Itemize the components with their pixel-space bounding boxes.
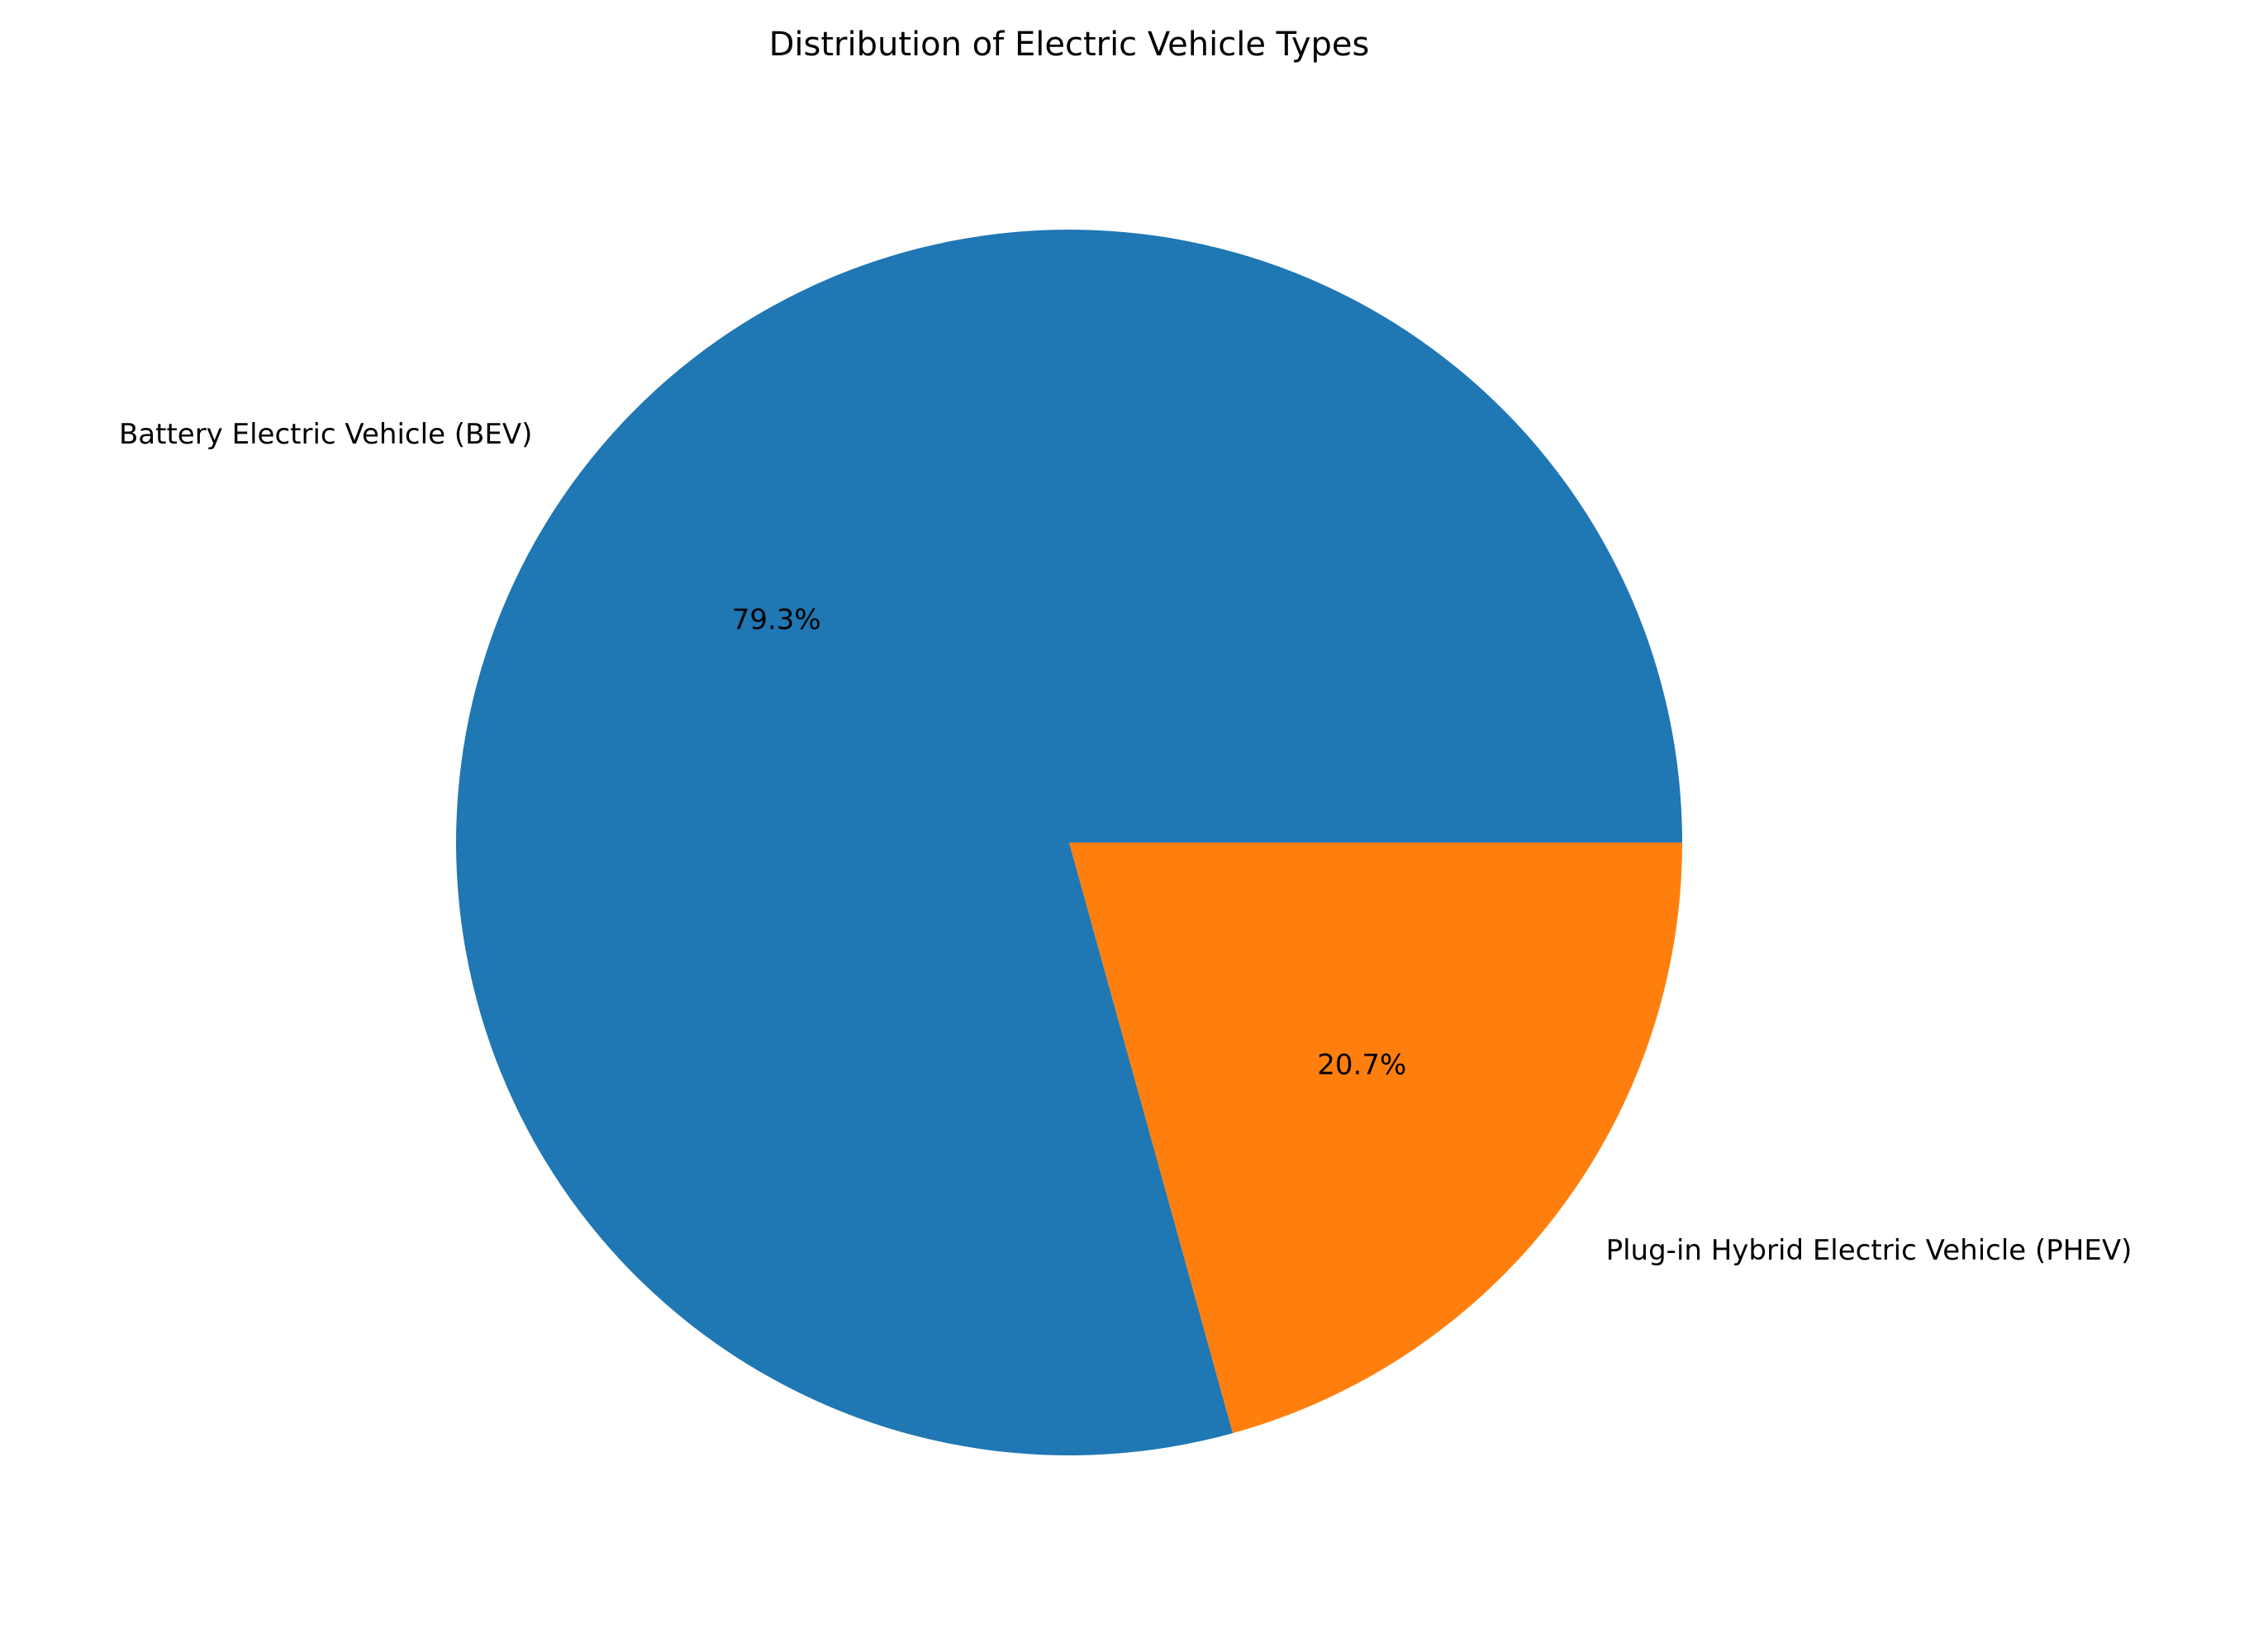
- pie-slice-0: [456, 229, 1682, 1455]
- pie-slices: [456, 229, 1682, 1455]
- pie-labels: Battery Electric Vehicle (BEV) 79.3% Plug-…: [119, 418, 2132, 1267]
- slice-pct-label-0: 79.3%: [732, 604, 821, 637]
- chart-title: Distribution of Electric Vehicle Types: [769, 26, 1370, 64]
- slice-pct-label-1: 20.7%: [1317, 1049, 1406, 1082]
- slice-label-1: Plug-in Hybrid Electric Vehicle (PHEV): [1606, 1234, 2132, 1267]
- pie-slice-1: [1069, 842, 1682, 1434]
- slice-label-0: Battery Electric Vehicle (BEV): [119, 418, 532, 451]
